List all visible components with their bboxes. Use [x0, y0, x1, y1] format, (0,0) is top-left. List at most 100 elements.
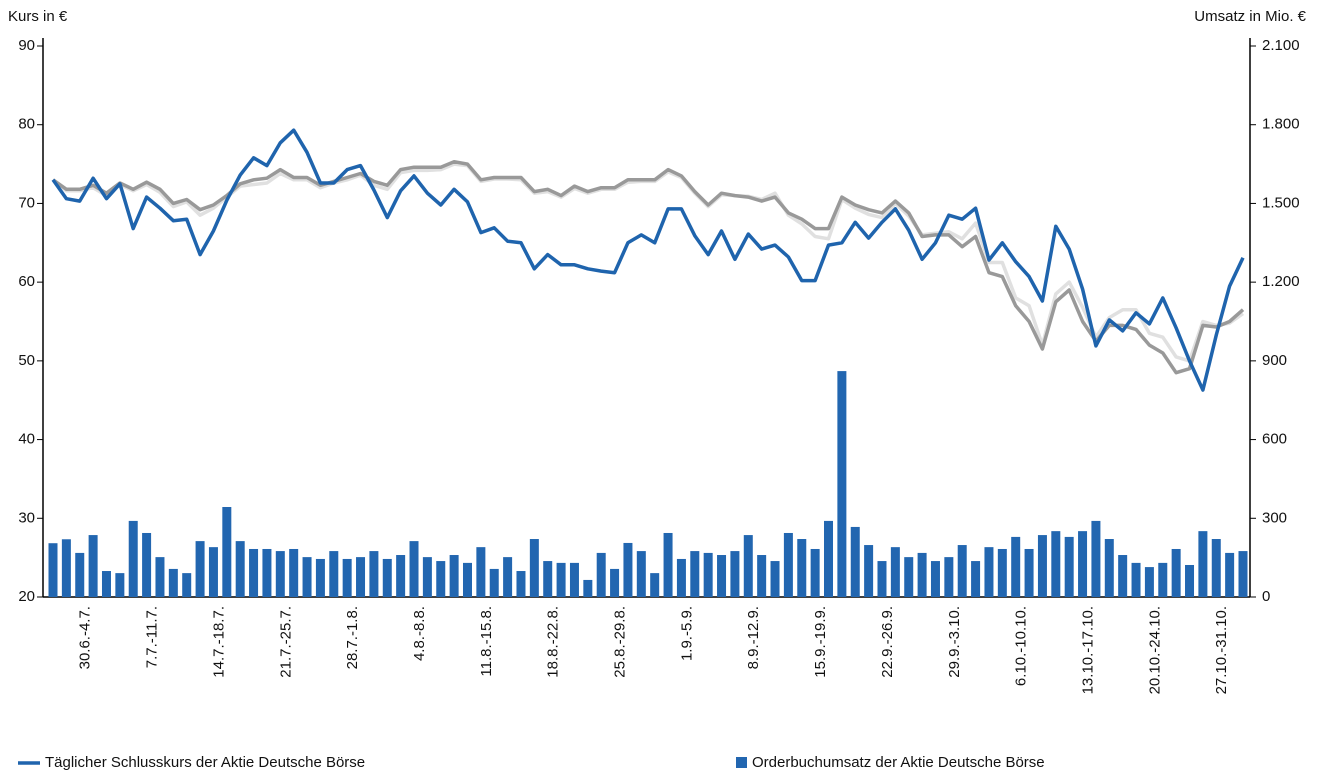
bar: [1104, 539, 1114, 597]
bar: [676, 558, 686, 597]
x-tick-label: 15.9.-19.9.: [812, 606, 829, 678]
bar: [396, 555, 406, 597]
bar: [971, 561, 981, 597]
x-tick-label: 11.8.-15.8.: [478, 606, 495, 677]
y-tick-label: 70: [18, 194, 35, 211]
bar: [997, 548, 1007, 597]
x-tick-label: 8.9.-12.9.: [745, 606, 762, 669]
bar: [583, 579, 593, 597]
bar: [436, 561, 446, 597]
bar: [262, 548, 272, 597]
bar: [529, 539, 539, 597]
bar: [422, 557, 432, 597]
bar: [476, 547, 486, 597]
bar: [596, 552, 606, 597]
x-tick-label: 22.9.-26.9.: [879, 606, 896, 678]
bar: [877, 561, 887, 597]
legend-label: Täglicher Schlusskurs der Aktie Deutsche…: [45, 754, 365, 771]
bar: [235, 541, 245, 597]
bar: [516, 571, 526, 597]
y2-tick-label: 1.800: [1262, 116, 1300, 133]
bar: [917, 552, 927, 597]
bar: [1118, 555, 1128, 597]
y2-tick-label: 600: [1262, 431, 1287, 448]
bar: [115, 573, 125, 597]
bar: [623, 542, 633, 597]
line-series: [51, 128, 1245, 392]
y-tick-label: 40: [18, 431, 35, 448]
bar: [904, 557, 914, 597]
bar: [650, 573, 660, 597]
y-tick-label: 60: [18, 273, 35, 290]
bar: [75, 552, 85, 597]
bar: [743, 535, 753, 597]
bar: [663, 532, 673, 597]
bar: [128, 520, 138, 597]
bar: [1144, 567, 1154, 597]
y2-axis-title: Umsatz in Mio. €: [1194, 8, 1306, 25]
bar: [1225, 552, 1235, 597]
bar: [636, 551, 646, 597]
bar: [382, 558, 392, 597]
bar: [1011, 536, 1021, 597]
bar: [369, 551, 379, 597]
bar: [556, 562, 566, 597]
bar: [222, 507, 232, 597]
bar: [797, 539, 807, 597]
x-tick-label: 7.7.-11.7.: [144, 606, 161, 668]
bar: [289, 548, 299, 597]
bar: [1091, 520, 1101, 597]
bar: [864, 545, 874, 597]
bar: [690, 551, 700, 597]
bar: [1037, 535, 1047, 597]
bar: [1171, 548, 1181, 597]
y-tick-label: 90: [18, 37, 35, 54]
y-tick-label: 30: [18, 509, 35, 526]
line-series: [51, 159, 1245, 375]
bar: [195, 541, 205, 597]
bar: [1024, 548, 1034, 597]
y2-tick-label: 900: [1262, 352, 1287, 369]
bar: [61, 539, 71, 597]
bar: [930, 561, 940, 597]
bar: [449, 555, 459, 597]
bar: [48, 543, 58, 597]
bar: [1198, 531, 1208, 597]
bar: [850, 526, 860, 597]
y-tick-label: 50: [18, 352, 35, 369]
x-tick-label: 18.8.-22.8.: [545, 606, 562, 678]
x-tick-label: 6.10.-10.10.: [1013, 606, 1030, 686]
bar: [810, 548, 820, 597]
bar: [182, 573, 192, 597]
x-tick-label: 1.9.-5.9.: [678, 606, 695, 661]
x-tick-label: 30.6.-4.7.: [77, 606, 94, 669]
legend-swatch: [736, 757, 747, 768]
bar: [88, 535, 98, 597]
bar: [1131, 562, 1141, 597]
y2-tick-label: 2.100: [1262, 37, 1300, 54]
bar: [462, 562, 472, 597]
bar: [984, 547, 994, 597]
bar: [610, 568, 620, 597]
bar: [315, 558, 325, 597]
x-tick-label: 25.8.-29.8.: [612, 606, 629, 678]
y-axis-title: Kurs in €: [8, 8, 68, 25]
bar: [957, 545, 967, 597]
bar: [890, 547, 900, 597]
bar: [757, 555, 767, 597]
bar: [703, 552, 713, 597]
bar: [1158, 562, 1168, 597]
y-tick-label: 20: [18, 588, 35, 605]
bar: [1051, 531, 1061, 597]
bar: [1211, 539, 1221, 597]
bar: [275, 551, 285, 597]
bar: [783, 532, 793, 597]
bar: [944, 557, 954, 597]
x-tick-label: 4.8.-8.8.: [411, 606, 428, 661]
bar: [503, 557, 513, 597]
bar: [142, 532, 152, 597]
bar: [329, 551, 339, 597]
bar: [543, 561, 553, 597]
x-tick-label: 13.10.-17.10.: [1080, 606, 1097, 694]
